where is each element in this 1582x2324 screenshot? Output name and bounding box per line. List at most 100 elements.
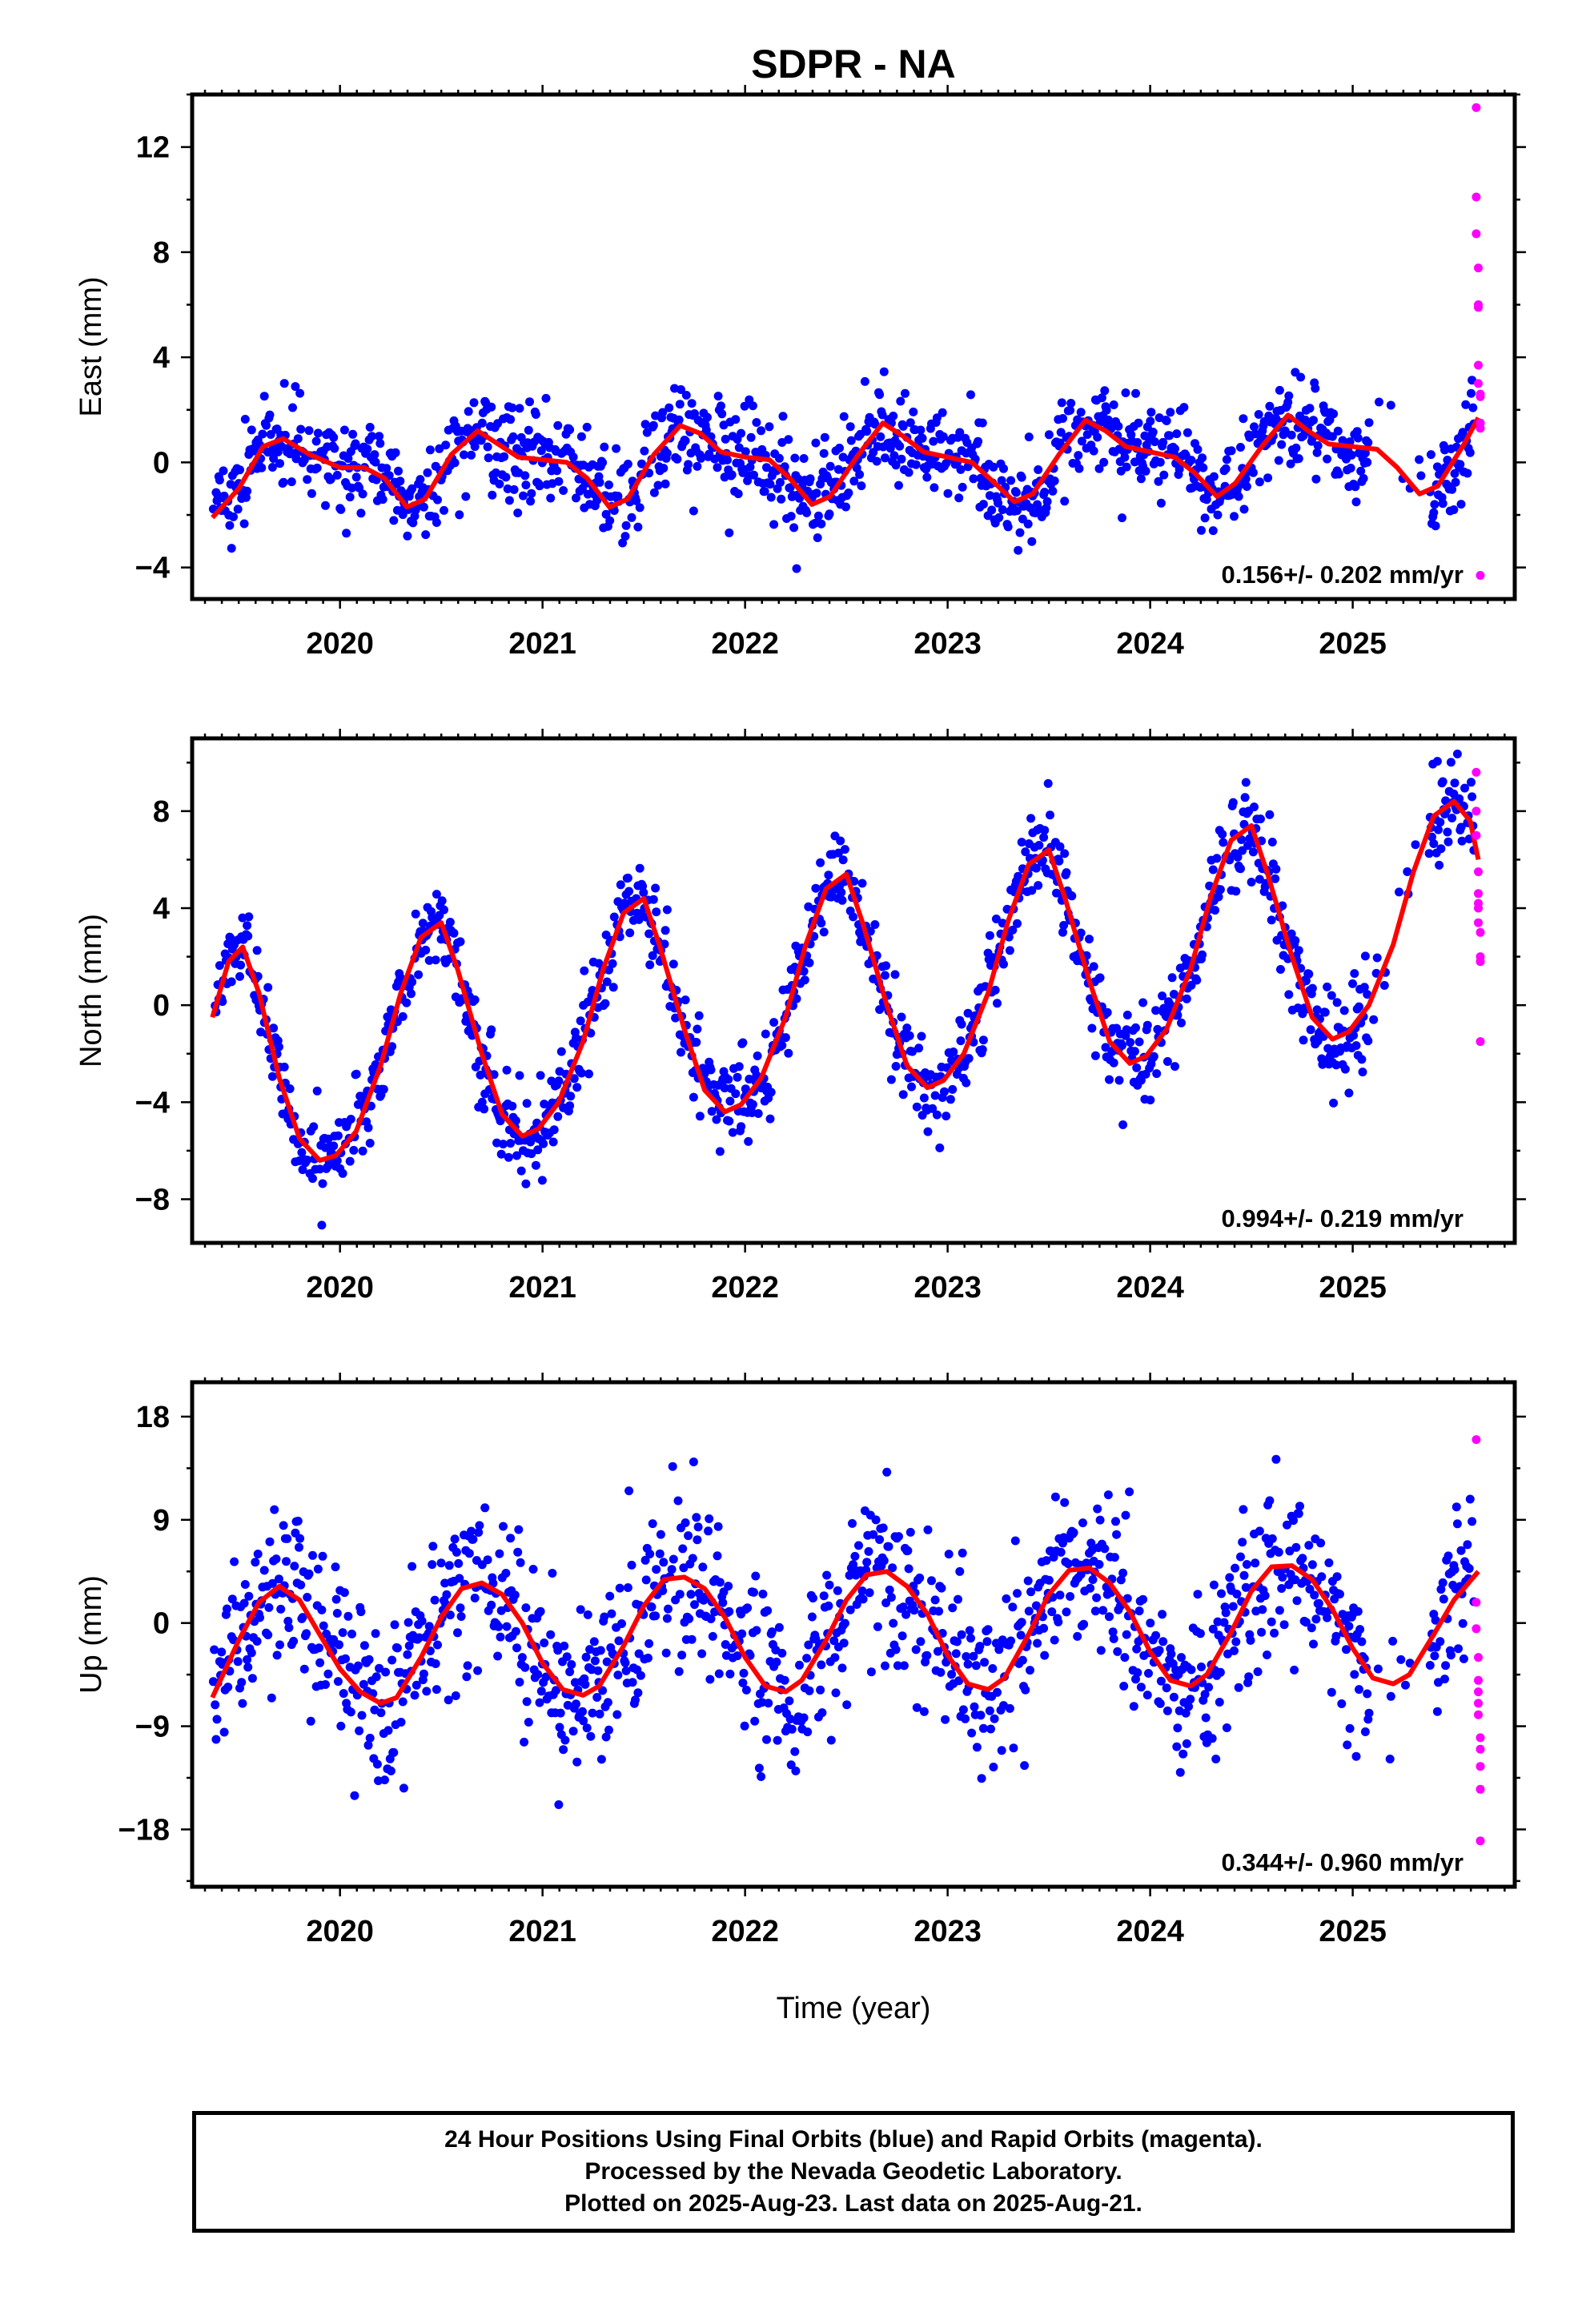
final-orbit-point <box>1186 456 1196 465</box>
final-orbit-point <box>1202 495 1211 505</box>
final-orbit-point <box>749 1587 758 1597</box>
rapid-orbit-points <box>1472 1435 1485 1846</box>
final-orbit-point <box>656 1530 665 1539</box>
final-orbit-point <box>1215 1698 1224 1707</box>
final-orbit-point <box>1323 982 1332 991</box>
final-orbit-point <box>1090 1051 1100 1060</box>
final-orbit-point <box>607 1609 616 1618</box>
x-ticks <box>203 85 1506 609</box>
final-orbit-point <box>1050 1492 1060 1502</box>
y-axis-label: East (mm) <box>74 276 108 416</box>
final-orbit-point <box>1103 1490 1113 1500</box>
final-orbit-point <box>1142 1020 1152 1030</box>
final-orbit-point <box>937 1583 946 1593</box>
final-orbit-point <box>772 1657 781 1667</box>
final-orbit-point <box>978 1045 987 1055</box>
final-orbit-point <box>1073 1631 1082 1641</box>
final-orbit-point <box>1450 1565 1460 1574</box>
final-orbit-point <box>715 1578 725 1587</box>
final-orbit-point <box>1449 505 1459 514</box>
final-orbit-point <box>627 1560 636 1570</box>
final-orbit-point <box>1085 935 1094 944</box>
final-orbit-point <box>820 432 829 442</box>
final-orbit-point <box>317 1605 327 1614</box>
final-orbit-point <box>1153 1024 1162 1034</box>
final-orbit-point <box>565 1667 575 1677</box>
final-orbit-point <box>687 399 697 408</box>
final-orbit-point <box>802 508 812 517</box>
final-orbit-point <box>396 1718 406 1727</box>
final-orbit-point <box>1066 1592 1075 1601</box>
final-orbit-point <box>500 452 509 461</box>
final-orbit-point <box>681 436 690 445</box>
final-orbit-point <box>1017 472 1026 482</box>
final-orbit-point <box>951 1649 961 1659</box>
final-orbit-point <box>1162 416 1171 425</box>
final-orbit-point <box>1074 464 1084 473</box>
final-orbit-point <box>1111 1517 1120 1526</box>
final-orbit-point <box>897 454 906 464</box>
final-orbit-point <box>760 487 769 497</box>
final-orbit-point <box>1253 1667 1263 1676</box>
final-orbit-point <box>651 883 661 893</box>
final-orbit-point <box>522 1099 532 1108</box>
final-orbit-point <box>975 1642 985 1651</box>
final-orbit-point <box>621 1666 631 1675</box>
final-orbit-point <box>433 495 442 505</box>
final-orbit-point <box>1069 1528 1078 1538</box>
final-orbit-point <box>1055 842 1065 851</box>
final-orbit-point <box>1146 416 1155 426</box>
final-orbit-point <box>451 1691 460 1700</box>
final-orbit-point <box>836 836 845 846</box>
final-orbit-point <box>994 498 1003 508</box>
final-orbit-point <box>694 1011 704 1020</box>
final-orbit-point <box>633 522 643 532</box>
final-orbit-point <box>1232 1590 1242 1598</box>
final-orbit-point <box>675 1590 685 1599</box>
final-orbit-point <box>437 896 447 906</box>
final-orbit-point <box>592 496 602 505</box>
final-orbit-point <box>218 997 227 1007</box>
final-orbit-point <box>713 392 723 401</box>
rapid-orbit-point <box>1472 192 1481 202</box>
final-orbit-point <box>1346 464 1355 472</box>
final-orbit-point <box>1020 1761 1030 1771</box>
final-orbit-point <box>363 444 372 454</box>
final-orbit-point <box>647 1602 656 1612</box>
final-orbit-point <box>765 1114 775 1124</box>
final-orbit-point <box>1066 399 1076 408</box>
final-orbit-point <box>359 1641 369 1651</box>
final-orbit-point <box>894 1532 903 1542</box>
final-orbit-point <box>819 927 829 937</box>
final-orbit-point <box>731 415 741 424</box>
final-orbit-point <box>917 1031 926 1041</box>
final-orbit-point <box>285 1084 295 1093</box>
final-orbit-point <box>372 1759 382 1769</box>
final-orbit-point <box>753 1051 762 1060</box>
final-orbit-point <box>259 1566 269 1575</box>
final-orbit-point <box>1008 1602 1018 1612</box>
final-orbit-point <box>398 1011 408 1021</box>
final-orbit-point <box>1118 1120 1128 1129</box>
final-orbit-point <box>1113 1647 1122 1656</box>
final-orbit-point <box>312 1086 322 1096</box>
final-orbit-point <box>944 1550 954 1559</box>
final-orbit-point <box>1149 1051 1158 1061</box>
final-orbit-point <box>1459 1654 1468 1663</box>
final-orbit-point <box>1416 471 1426 480</box>
x-ticks <box>203 729 1506 1252</box>
final-orbit-point <box>1340 1064 1350 1074</box>
final-orbit-point <box>441 440 451 450</box>
final-orbit-point <box>262 420 271 430</box>
final-orbit-point <box>1034 465 1043 474</box>
final-orbit-point <box>267 1072 277 1081</box>
final-orbit-point <box>1289 1516 1298 1526</box>
final-orbit-point <box>1363 457 1372 467</box>
final-orbit-point <box>990 1714 999 1723</box>
final-orbit-point <box>1332 1572 1342 1582</box>
final-orbit-point <box>329 1141 339 1151</box>
final-orbit-point <box>991 915 1001 923</box>
final-orbit-point <box>803 1727 813 1737</box>
final-orbit-point <box>1125 1487 1134 1497</box>
final-orbit-point <box>520 1737 529 1747</box>
